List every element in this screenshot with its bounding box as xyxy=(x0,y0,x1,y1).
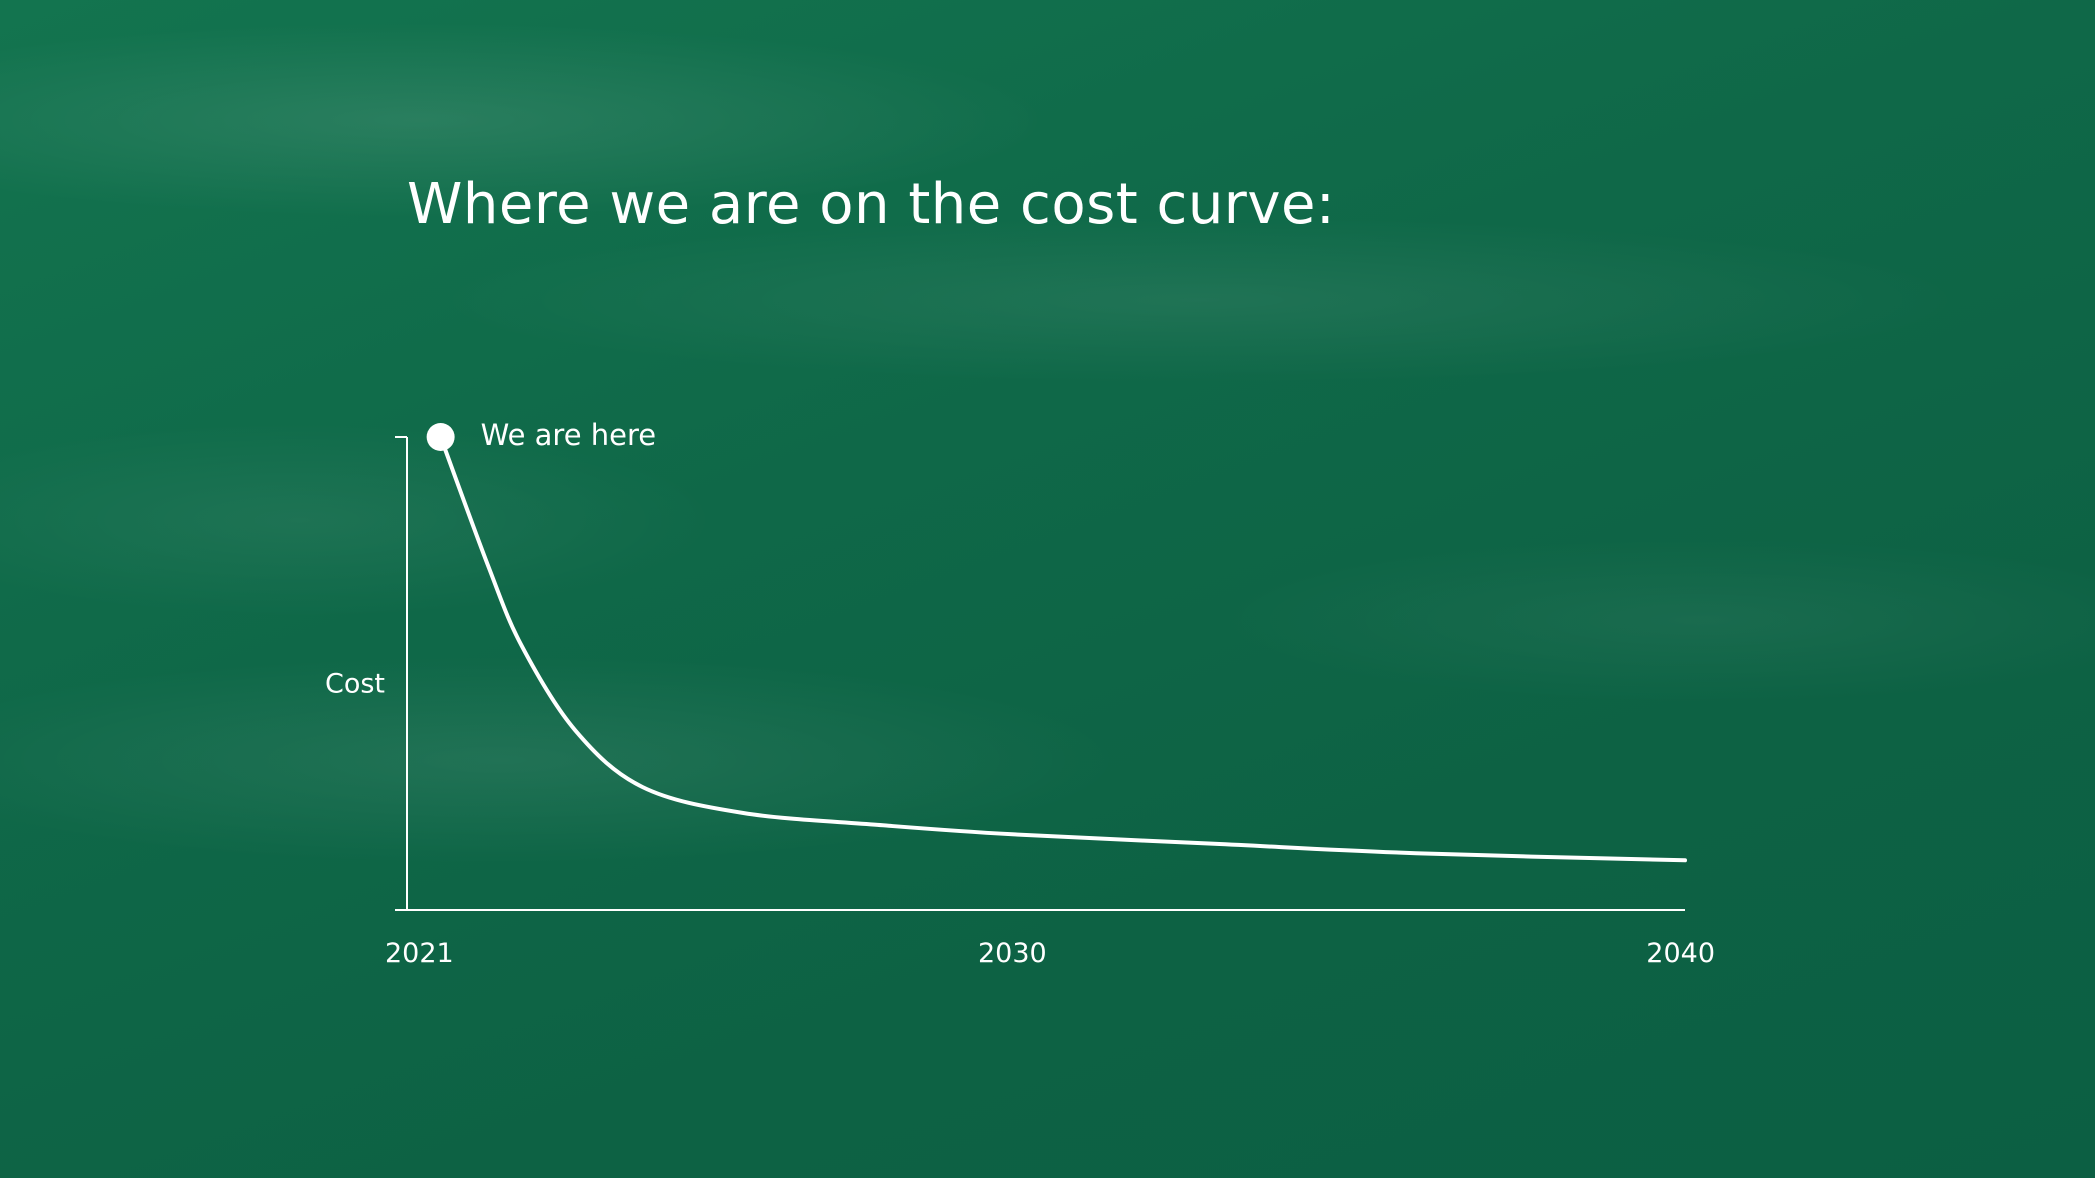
x-tick-label: 2021 xyxy=(385,938,454,969)
chart-series xyxy=(438,435,1687,863)
cost-curve-line xyxy=(438,435,1687,863)
chart-labels: 2021 2030 2040 Cost xyxy=(325,669,1715,970)
x-tick-label: 2040 xyxy=(1646,938,1715,969)
chart-annotations: We are here xyxy=(426,418,657,452)
annotation-label: We are here xyxy=(481,418,657,452)
current-position-marker xyxy=(426,423,455,451)
chart-axes xyxy=(395,436,1685,911)
x-tick-label: 2030 xyxy=(978,938,1047,969)
y-axis-label: Cost xyxy=(325,669,385,700)
slide-title: Where we are on the cost curve: xyxy=(407,172,1336,237)
